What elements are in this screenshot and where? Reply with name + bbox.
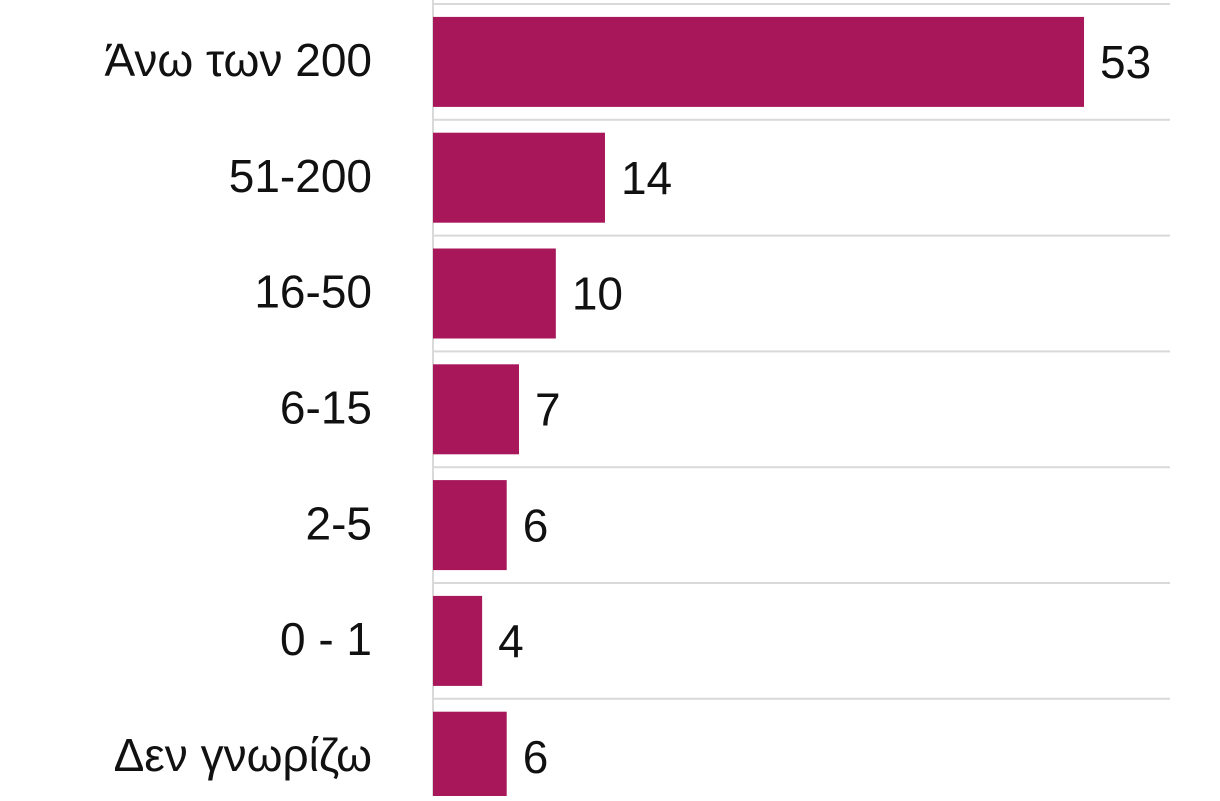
category-label: 51-200 (229, 150, 372, 202)
category-label: 0 - 1 (280, 613, 372, 665)
bar (433, 248, 556, 339)
category-label: Δεν γνωρίζω (114, 729, 372, 781)
value-label: 7 (535, 383, 561, 435)
bar (433, 364, 519, 455)
category-label: Άνω των 200 (104, 34, 372, 86)
bar (433, 16, 1085, 107)
category-label: 16-50 (254, 266, 372, 318)
bar (433, 132, 605, 223)
bar (433, 480, 507, 571)
category-label: 2-5 (306, 497, 372, 549)
bar (433, 711, 507, 801)
value-label: 4 (498, 615, 524, 667)
value-label: 53 (1100, 36, 1151, 88)
value-label: 6 (523, 499, 549, 551)
value-label: 10 (572, 268, 623, 320)
bar (433, 595, 483, 686)
value-label: 6 (523, 731, 549, 783)
category-label: 6-15 (280, 381, 372, 433)
value-label: 14 (621, 152, 672, 204)
